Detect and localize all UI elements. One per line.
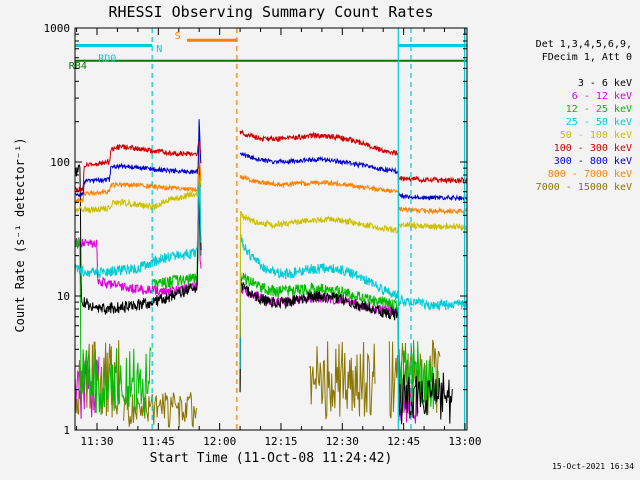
legend-entry-3-6-kev: 3 - 6 keV (577, 78, 632, 89)
flag-label-n: N (156, 44, 162, 55)
series-12-25keV (151, 150, 202, 289)
series-300-800keV (75, 119, 202, 198)
series-50-100keV (239, 211, 467, 338)
series-3-6keV (239, 277, 401, 415)
legend-entry-800-7000-kev: 800 - 7000 keV (547, 169, 632, 180)
legend-entry-25-50-kev: 25 - 50 keV (565, 117, 632, 128)
series-7000-15000keV (123, 392, 198, 429)
y-tick-label: 100 (50, 156, 70, 169)
creation-timestamp: 15-Oct-2021 16:34 (552, 462, 634, 471)
axes: 11:30 11:45 12:00 12:15 12:30 12:45 13:00 1 10 10… (44, 22, 482, 448)
chart-title: RHESSI Observing Summary Count Rates (108, 3, 434, 21)
y-tick-label: 1 (63, 424, 70, 437)
legend-decimation: FDecim 1, Att 0 (541, 52, 632, 63)
flag-label-rb4: RB4 (69, 61, 87, 72)
x-tick-label: 12:30 (326, 435, 359, 448)
x-tick-label: 11:45 (142, 435, 175, 448)
series-7000-15000keV (309, 341, 376, 420)
x-tick-label: 12:00 (203, 435, 236, 448)
x-tick-label: 12:15 (264, 435, 297, 448)
series-25-50keV (75, 175, 202, 278)
legend: Det 1,3,4,5,6,9, FDecim 1, Att 0 3 - 6 k… (536, 38, 632, 194)
series-25-50keV (239, 233, 467, 369)
legend-entry-7000-15000-kev: 7000 - 15000 keV (535, 182, 632, 193)
legend-entry-300-800-kev: 300 - 800 keV (553, 156, 632, 167)
flag-label-rd0: RD0 (98, 54, 116, 65)
series-6-12keV (75, 192, 202, 296)
series-12-25keV (81, 347, 152, 416)
legend-entry-100-300-kev: 100 - 300 keV (553, 143, 632, 154)
series-800-7000keV (75, 141, 202, 205)
x-tick-label: 13:00 (448, 435, 481, 448)
legend-entry-6-12-kev: 6 - 12 keV (571, 91, 632, 102)
series-50-100keV (75, 152, 202, 214)
series-800-7000keV (239, 174, 467, 216)
series-100-300keV (239, 129, 467, 185)
x-axis-label: Start Time (11-Oct-08 11:24:42) (149, 451, 393, 466)
series-group (75, 119, 467, 429)
legend-entry-12-25-kev: 12 - 25 keV (565, 104, 632, 115)
legend-detectors: Det 1,3,4,5,6,9, (535, 39, 632, 50)
flag-label-s: S (175, 31, 181, 42)
series-12-25keV (239, 271, 400, 411)
legend-entry-50-100-kev: 50 - 100 keV (559, 130, 632, 141)
x-tick-label: 12:45 (387, 435, 420, 448)
y-tick-label: 10 (57, 290, 70, 303)
legend-entries: 3 - 6 keV 6 - 12 keV 12 - 25 keV 25 - 50… (536, 77, 632, 194)
series-6-12keV (75, 356, 100, 419)
annotations-group: RD0 N S RB4 (69, 28, 467, 430)
series-6-12keV (239, 285, 401, 418)
series-100-300keV (75, 141, 202, 193)
series-300-800keV (239, 151, 467, 202)
series-3-6keV (399, 372, 453, 425)
x-tick-label: 11:30 (80, 435, 113, 448)
y-tick-label: 1000 (44, 22, 71, 35)
series-3-6keV (75, 126, 202, 315)
series-12-25keV (75, 237, 82, 407)
